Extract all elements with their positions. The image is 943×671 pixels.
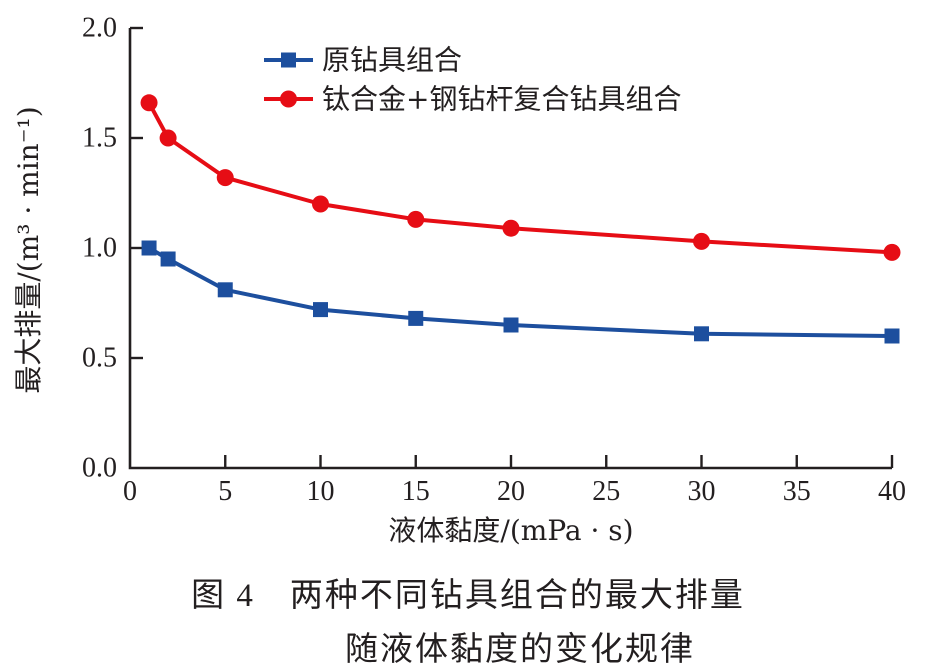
x-tick-label: 15 — [402, 476, 430, 507]
series-0-marker — [141, 240, 157, 256]
series-1-marker — [502, 219, 520, 237]
y-tick-label: 0.5 — [82, 343, 117, 374]
x-axis-label: 液体黏度/(mPa · s) — [388, 514, 633, 547]
series-0-marker — [408, 310, 424, 326]
figure-caption-line1: 图 4 两种不同钻具组合的最大排量 — [191, 578, 745, 614]
series-0-marker — [884, 328, 900, 344]
series-1-marker — [312, 195, 329, 213]
series-1-marker — [159, 129, 177, 147]
legend-label-1: 钛合金+钢钻杆复合钻具组合 — [322, 83, 681, 116]
y-tick-label: 2.0 — [82, 13, 117, 44]
x-tick-label: 25 — [592, 476, 620, 507]
series-line-1 — [147, 100, 894, 255]
x-tick-label: 20 — [497, 476, 525, 507]
x-tick-label: 35 — [783, 476, 811, 507]
x-tick-label: 40 — [878, 476, 906, 507]
series-line-0 — [147, 246, 894, 338]
legend-label-0: 原钻具组合 — [322, 44, 462, 77]
series-0-marker — [217, 282, 233, 298]
series-0-marker — [313, 302, 328, 318]
y-tick-label: 1.0 — [82, 233, 117, 264]
y-tick-label: 0.0 — [82, 453, 117, 484]
series-1-marker — [693, 232, 710, 250]
figure-caption-line2: 随液体黏度的变化规律 — [345, 632, 695, 668]
x-tick-label: 5 — [218, 476, 232, 507]
x-tick-label: 10 — [307, 476, 335, 507]
legend-marker-1 — [280, 90, 297, 108]
series-1-marker — [216, 169, 234, 187]
y-axis-label: 最大排量/(m³ · min⁻¹) — [12, 106, 45, 393]
axes — [128, 28, 892, 470]
y-tick-label: 1.5 — [82, 123, 117, 154]
x-tick-label: 30 — [688, 476, 716, 507]
series-1-marker — [140, 94, 158, 112]
series-0-marker — [160, 251, 176, 267]
series-0-marker — [694, 326, 709, 342]
legend-marker-0 — [281, 52, 296, 68]
series-1-marker — [883, 243, 901, 261]
x-tick-label: 0 — [123, 476, 137, 507]
series-1-marker — [407, 210, 425, 228]
series-0-marker — [503, 317, 519, 333]
